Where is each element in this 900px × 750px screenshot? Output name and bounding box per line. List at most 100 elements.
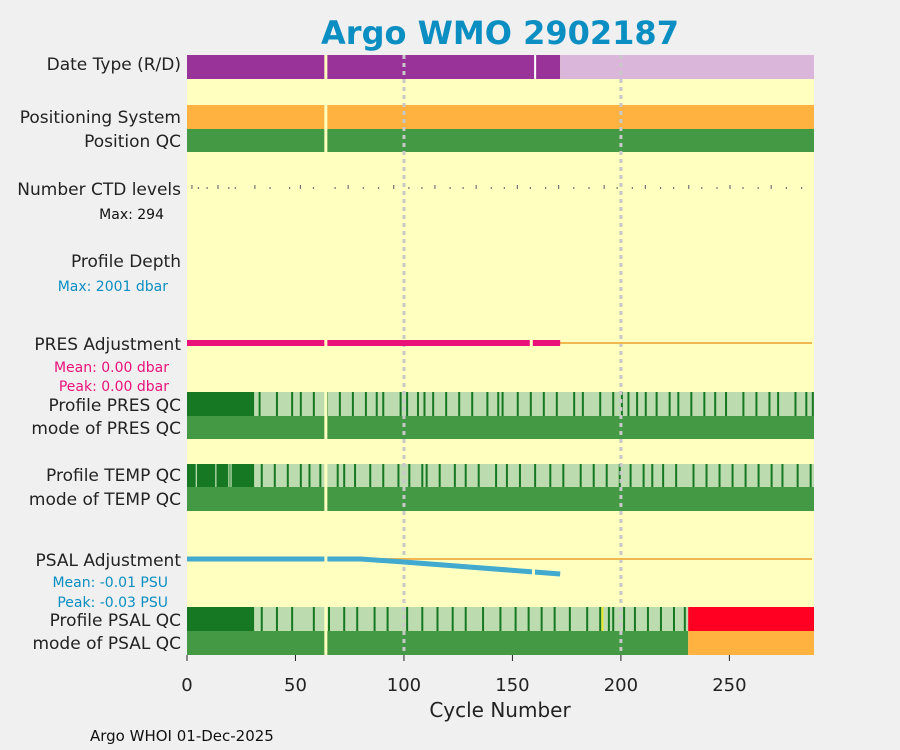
ctd-spike-9 — [299, 185, 302, 189]
depth-notch-11 — [212, 300, 214, 303]
depth-notch-167 — [550, 300, 552, 303]
depth-notch-205 — [633, 300, 635, 303]
depth-notch-227 — [680, 300, 682, 303]
psal-qc-tick-9 — [406, 607, 409, 631]
depth-notch-177 — [572, 300, 574, 303]
row-annotations: Max: 294 Max: 2001 dbar Mean: 0.00 dbar … — [52, 207, 169, 611]
depth-deep-notch-9 — [694, 294, 696, 303]
psal-qc-tick-10 — [421, 607, 424, 631]
pres-qc-tick-34 — [581, 392, 584, 416]
row-labels: Date Type (R/D) Positioning System Posit… — [17, 55, 181, 654]
label-mode-psal-qc: mode of PSAL QC — [32, 634, 181, 654]
x-tick-label-250: 250 — [712, 675, 746, 696]
temp-qc-tick-41 — [731, 464, 734, 487]
depth-notch-89 — [381, 300, 383, 303]
depth-deep-notch-11 — [731, 287, 733, 303]
depth-notch-243 — [715, 300, 717, 303]
depth-notch-59 — [316, 300, 318, 303]
pres-qc-tick-17 — [382, 392, 385, 416]
pres-qc-tick-53 — [805, 392, 808, 416]
depth-notch-109 — [424, 300, 426, 303]
depth-notch-279 — [793, 300, 795, 303]
label-position-qc: Position QC — [84, 132, 181, 152]
psal-qc-tick-18 — [540, 607, 543, 631]
ctd-spike-36 — [688, 185, 690, 189]
depth-notch-183 — [585, 300, 587, 303]
depth-notch-171 — [559, 300, 561, 303]
pres-qc-tick-14 — [351, 392, 354, 416]
temp-qc-tick-23 — [495, 464, 498, 487]
ctd-spike-41 — [757, 187, 759, 189]
depth-notch-53 — [303, 300, 305, 303]
depth-notch-81 — [364, 300, 366, 303]
temp-qc-tick-18 — [425, 464, 428, 487]
depth-notch-49 — [294, 300, 296, 303]
depth-notch-115 — [437, 300, 439, 303]
x-tick-label-0: 0 — [181, 675, 192, 696]
temp-qc-tick-28 — [562, 464, 565, 487]
depth-notch-87 — [377, 300, 379, 303]
band-9-segment-0 — [187, 487, 814, 511]
depth-notch-67 — [333, 300, 335, 303]
psal-qc-tick-7 — [373, 607, 376, 631]
band-0-segment-0 — [187, 55, 561, 79]
pres-qc-tick-48 — [742, 392, 745, 416]
temp-qc-gap-1 — [215, 464, 217, 487]
depth-notch-51 — [298, 300, 300, 303]
temp-qc-tick-11 — [343, 464, 346, 487]
depth-notch-123 — [455, 300, 457, 303]
depth-notch-3 — [194, 300, 196, 303]
ctd-spike-35 — [672, 187, 675, 189]
depth-notch-85 — [372, 300, 374, 303]
band-2-segment-0 — [187, 129, 814, 152]
pres-qc-tick-38 — [627, 392, 630, 416]
depth-deep-notch-5 — [594, 291, 597, 303]
adjustment-lines — [187, 339, 812, 577]
ctd-spike-42 — [770, 185, 772, 189]
pres-qc-tick-45 — [703, 392, 706, 416]
pres-qc-tick-18 — [399, 392, 402, 416]
temp-qc-tick-12 — [354, 464, 357, 487]
depth-notch-105 — [416, 300, 418, 303]
ctd-spike-21 — [475, 185, 477, 189]
psal-qc-tick-22 — [599, 607, 602, 631]
temp-qc-tick-8 — [308, 464, 311, 487]
temp-qc-tick-17 — [421, 464, 424, 487]
depth-notch-91 — [385, 300, 387, 303]
band-8-segment-0 — [187, 464, 255, 487]
label-profile-depth: Profile Depth — [71, 252, 181, 272]
depth-notch-155 — [524, 300, 526, 303]
depth-deep-notch-8 — [677, 292, 679, 303]
ctd-spike-16 — [408, 187, 410, 189]
ctd-spike-3 — [217, 185, 219, 189]
depth-notch-225 — [676, 300, 678, 303]
ctd-spike-20 — [462, 187, 464, 189]
depth-notch-5 — [199, 300, 201, 303]
depth-notch-241 — [711, 300, 713, 303]
ctd-spike-17 — [421, 187, 423, 189]
ctd-spike-11 — [334, 187, 336, 189]
depth-notch-223 — [672, 300, 674, 303]
ctd-spike-1 — [197, 187, 200, 189]
depth-notch-235 — [698, 300, 700, 303]
pres-qc-tick-49 — [755, 392, 758, 416]
pres-qc-tick-41 — [655, 392, 658, 416]
ctd-spike-31 — [616, 187, 618, 189]
temp-qc-gap-0 — [195, 464, 197, 487]
depth-deep-notch-0 — [213, 295, 215, 303]
psal-qc-tick-5 — [343, 607, 346, 631]
depth-notch-135 — [481, 300, 483, 303]
depth-notch-193 — [607, 300, 609, 303]
ctd-spike-30 — [603, 185, 605, 189]
depth-notch-211 — [646, 300, 648, 303]
depth-notch-1 — [190, 300, 192, 303]
psal-qc-tick-13 — [464, 607, 467, 631]
depth-notch-215 — [654, 300, 656, 303]
band-7-segment-0 — [187, 416, 814, 439]
temp-qc-tick-13 — [369, 464, 372, 487]
depth-notch-113 — [433, 300, 435, 303]
depth-notch-157 — [528, 300, 530, 303]
depth-notch-57 — [311, 300, 313, 303]
pres-qc-tick-20 — [416, 392, 419, 416]
ctd-spike-25 — [529, 187, 531, 189]
